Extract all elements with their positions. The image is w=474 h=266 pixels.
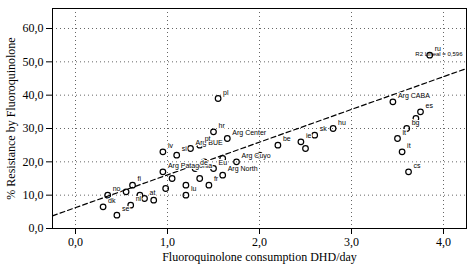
- svg-text:0,0: 0,0: [29, 221, 44, 235]
- svg-text:50,0: 50,0: [23, 55, 44, 69]
- svg-text:Arg Patagonia: Arg Patagonia: [167, 162, 213, 170]
- svg-text:sk: sk: [320, 125, 328, 132]
- svg-text:lt: lt: [403, 129, 407, 136]
- svg-text:bg: bg: [412, 119, 420, 127]
- svg-text:Fluoroquinolone consumption DH: Fluoroquinolone consumption DHD/day: [162, 250, 357, 264]
- svg-text:hr: hr: [219, 122, 226, 129]
- svg-text:2,0: 2,0: [252, 235, 267, 249]
- svg-text:fi: fi: [138, 175, 142, 182]
- svg-text:Eu: Eu: [219, 159, 228, 166]
- svg-text:ru: ru: [434, 45, 441, 53]
- svg-text:no: no: [113, 185, 121, 192]
- svg-text:pt: pt: [205, 135, 211, 143]
- svg-text:4,0: 4,0: [436, 235, 451, 249]
- svg-text:lu: lu: [191, 185, 197, 192]
- svg-text:% Resistance by Fluoroquinolon: % Resistance by Fluoroquinolone: [4, 37, 18, 199]
- svg-text:pl: pl: [223, 89, 229, 97]
- svg-text:0,0: 0,0: [68, 235, 83, 249]
- svg-text:be: be: [283, 135, 291, 142]
- svg-text:es: es: [426, 102, 434, 109]
- svg-text:hu: hu: [338, 119, 346, 126]
- svg-text:3,0: 3,0: [344, 235, 359, 249]
- svg-text:10,0: 10,0: [23, 188, 44, 202]
- svg-text:fr: fr: [214, 175, 219, 182]
- svg-text:30,0: 30,0: [23, 121, 44, 135]
- svg-text:si: si: [182, 145, 188, 152]
- svg-text:cs: cs: [414, 162, 422, 169]
- svg-text:1,0: 1,0: [160, 235, 175, 249]
- svg-text:20,0: 20,0: [23, 155, 44, 169]
- svg-text:Arg BUE: Arg BUE: [195, 138, 223, 146]
- svg-text:Arg CABA: Arg CABA: [398, 92, 430, 100]
- svg-text:Arg Center: Arg Center: [232, 129, 267, 137]
- svg-text:it: it: [407, 142, 411, 149]
- svg-text:dk: dk: [108, 197, 116, 204]
- svg-text:Arg North: Arg North: [228, 165, 258, 173]
- svg-text:de: de: [200, 159, 208, 166]
- svg-text:lv: lv: [168, 142, 174, 149]
- svg-text:Arg Cuyo: Arg Cuyo: [242, 152, 271, 160]
- svg-text:40,0: 40,0: [23, 88, 44, 102]
- svg-text:60,0: 60,0: [23, 21, 44, 35]
- svg-text:at: at: [150, 189, 156, 196]
- svg-text:R2 Lineal = 0,596: R2 Lineal = 0,596: [415, 51, 463, 57]
- svg-text:se: se: [122, 205, 129, 212]
- svg-text:ie: ie: [306, 132, 312, 139]
- svg-text:nl: nl: [136, 195, 142, 202]
